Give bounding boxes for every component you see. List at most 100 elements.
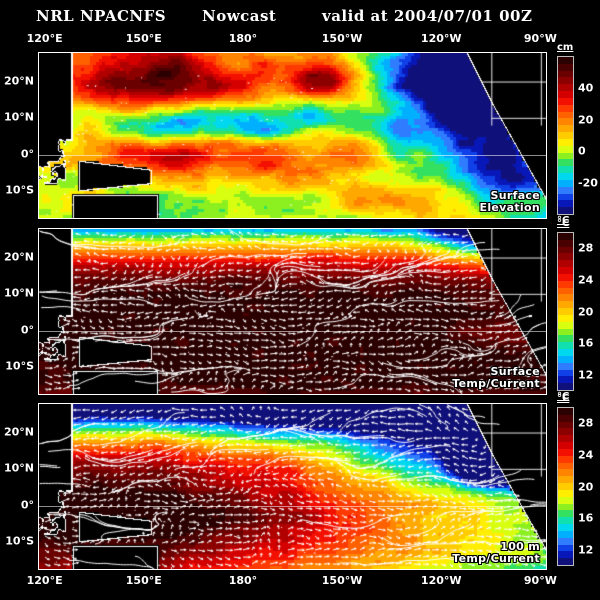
lon-tick-4: 120°W xyxy=(420,574,462,587)
colorbar-segment-1 xyxy=(558,200,573,208)
lon-tick-0: 120°E xyxy=(26,32,63,45)
lon-tick-0: 120°E xyxy=(26,574,63,587)
colorbar-segment-18 xyxy=(558,260,573,268)
colorbar-unit-top-surface-elevation: cm xyxy=(557,42,574,53)
latitude-axis-100m-temp-current: 20°N 10°N 0° 10°S xyxy=(0,403,38,570)
colorbar-segment-11 xyxy=(558,132,573,139)
colorbar-segment-10 xyxy=(558,314,573,322)
colorbar-segment-22 xyxy=(558,232,573,240)
colorbar-tick-surface-elevation-1: 20 xyxy=(578,113,594,127)
colorbar-tick-surface-temp-current-4: 12 xyxy=(578,368,594,382)
lon-tick-2: 180° xyxy=(228,574,258,587)
colorbar-segment-17 xyxy=(558,442,573,449)
colorbar-segment-13 xyxy=(558,469,573,477)
colorbar-segment-16 xyxy=(558,97,573,105)
colorbar-segment-3 xyxy=(558,362,573,370)
title-valid-time: valid at 2004/07/01 00Z xyxy=(322,7,533,25)
colorbar-unit-bottom-surface-elevation: °C xyxy=(557,215,570,226)
equator-line xyxy=(39,505,546,507)
colorbar-segment-2 xyxy=(558,544,573,552)
colorbar-segment-16 xyxy=(558,273,573,281)
colorbar-segment-18 xyxy=(558,435,573,443)
colorbar-segment-19 xyxy=(558,77,573,85)
latitude-axis-surface-temp-current: 20°N 10°N 0° 10°S xyxy=(0,228,38,395)
colorbar-segment-9 xyxy=(558,496,573,504)
map-panel-surface-elevation[interactable]: Surface Elevation xyxy=(38,52,547,219)
colorbar-unit-top-100m-temp-current: °C xyxy=(557,393,570,404)
colorbar-segment-9 xyxy=(558,145,573,153)
field-raster-surface-temp-current xyxy=(39,229,546,394)
colorbar-segment-1 xyxy=(558,551,573,559)
colorbar-segment-14 xyxy=(558,462,573,470)
colorbar-segment-2 xyxy=(558,369,573,377)
colorbar-segment-4 xyxy=(558,355,573,363)
lat-tick-2: 0° xyxy=(20,498,34,512)
panel-label-line1: 100 m xyxy=(500,540,540,553)
field-raster-surface-elevation xyxy=(39,53,546,218)
field-raster-100m-temp-current xyxy=(39,404,546,569)
colorbar-segment-14 xyxy=(558,287,573,295)
lat-tick-0: 20°N xyxy=(3,74,34,88)
colorbar-tick-100m-temp-current-2: 20 xyxy=(578,480,594,493)
map-panel-surface-temp-current[interactable]: Surface Temp/Current xyxy=(38,228,547,395)
colorbar-unit-top-surface-temp-current: °C xyxy=(557,218,570,229)
lat-tick-3: 10°S xyxy=(5,183,34,197)
lon-tick-3: 150°W xyxy=(321,32,363,45)
longitude-axis-top: 120°E 150°E 180° 150°W 120°W 90°W xyxy=(0,32,600,48)
lat-tick-0: 20°N xyxy=(3,425,34,439)
colorbar-segment-15 xyxy=(558,455,573,463)
colorbar-segment-22 xyxy=(558,407,573,415)
colorbar-segment-0 xyxy=(558,207,573,214)
title-mode: Nowcast xyxy=(202,7,277,25)
colorbar-tick-surface-elevation-0: 40 xyxy=(578,81,594,95)
lon-tick-1: 150°E xyxy=(125,32,162,45)
panel-label-100m-temp-current: 100 m Temp/Current xyxy=(452,541,540,565)
colorbar-tick-surface-temp-current-1: 24 xyxy=(578,273,594,287)
colorbar-segment-21 xyxy=(558,63,573,71)
lat-tick-1: 10°N xyxy=(3,286,34,300)
equator-line xyxy=(39,154,546,156)
colorbar-tick-100m-temp-current-0: 28 xyxy=(578,416,594,430)
colorbar-tick-100m-temp-current-1: 24 xyxy=(578,448,594,462)
colorbar-segment-5 xyxy=(558,173,573,180)
colorbar-segment-14 xyxy=(558,111,573,119)
lon-tick-3: 150°W xyxy=(321,574,363,587)
colorbar-tick-surface-temp-current-2: 20 xyxy=(578,305,594,318)
colorbar-segment-4 xyxy=(558,530,573,538)
colorbar-segment-3 xyxy=(558,537,573,545)
lat-tick-2: 0° xyxy=(20,323,34,337)
colorbar-segment-3 xyxy=(558,186,573,194)
colorbar-segment-21 xyxy=(558,414,573,422)
colorbar-tick-100m-temp-current-3: 16 xyxy=(578,511,594,525)
colorbar-segment-2 xyxy=(558,193,573,201)
colorbar-segment-19 xyxy=(558,428,573,436)
colorbar-segment-5 xyxy=(558,349,573,356)
colorbar-segment-9 xyxy=(558,321,573,329)
colorbar-segment-6 xyxy=(558,342,573,350)
colorbar-segment-15 xyxy=(558,104,573,112)
colorbar-segment-15 xyxy=(558,280,573,288)
colorbar-segment-10 xyxy=(558,138,573,146)
colorbar-segment-12 xyxy=(558,125,573,133)
colorbar-segment-8 xyxy=(558,152,573,160)
colorbar-segment-17 xyxy=(558,267,573,274)
map-panel-100m-temp-current[interactable]: 100 m Temp/Current xyxy=(38,403,547,570)
colorbar-segment-4 xyxy=(558,179,573,187)
colorbar-segment-8 xyxy=(558,328,573,336)
colorbar-segment-1 xyxy=(558,376,573,384)
lat-tick-0: 20°N xyxy=(3,250,34,264)
colorbar-segment-0 xyxy=(558,383,573,390)
colorbar-tick-surface-temp-current-0: 28 xyxy=(578,241,594,255)
colorbar-tick-surface-temp-current-3: 16 xyxy=(578,336,594,350)
lat-tick-3: 10°S xyxy=(5,534,34,548)
lon-tick-4: 120°W xyxy=(420,32,462,45)
equator-line xyxy=(39,330,546,332)
colorbar-surface-temp-current xyxy=(557,232,574,391)
colorbar-segment-8 xyxy=(558,503,573,511)
panel-label-line2: Temp/Current xyxy=(452,377,540,390)
lon-tick-5: 90°W xyxy=(523,574,557,587)
colorbar-segment-13 xyxy=(558,118,573,126)
colorbar-segment-0 xyxy=(558,558,573,565)
colorbar-segment-21 xyxy=(558,239,573,247)
